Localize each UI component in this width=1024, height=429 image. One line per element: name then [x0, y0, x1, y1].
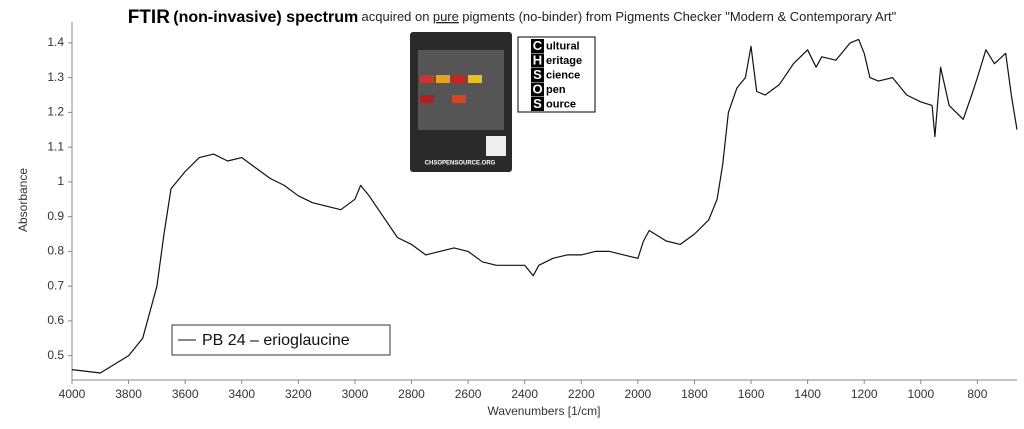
x-tick-label: 4000: [59, 387, 86, 401]
logo-letter-box: [531, 53, 544, 68]
legend: PB 24 – erioglaucine: [171, 324, 391, 356]
card-image: CHSOPENSOURCE.ORG: [410, 32, 512, 172]
title-part: acquired on: [362, 9, 430, 24]
logo-word: eritage: [546, 55, 582, 67]
y-tick-label: 0.7: [47, 278, 64, 292]
logo-word: ultural: [546, 40, 580, 52]
x-tick-label: 3800: [115, 387, 142, 401]
x-tick-label: 3400: [228, 387, 255, 401]
x-tick-label: 1400: [794, 387, 821, 401]
title-part: (non-invasive) spectrum: [173, 9, 358, 26]
y-tick-label: 1.4: [47, 35, 64, 49]
y-tick-label: 1.3: [47, 70, 64, 84]
y-tick-label: 1: [57, 174, 64, 188]
x-tick-label: 800: [967, 387, 987, 401]
chart-title: FTIR (non-invasive) spectrum acquired on…: [128, 7, 897, 28]
legend-label: PB 24 – erioglaucine: [202, 332, 350, 349]
x-tick-label: 2800: [398, 387, 425, 401]
x-tick-label: 1600: [738, 387, 765, 401]
x-tick-label: 3600: [172, 387, 199, 401]
x-tick-label: 1200: [851, 387, 878, 401]
y-tick-label: 0.8: [47, 244, 64, 258]
title-part: pure: [433, 9, 459, 24]
y-tick-label: 0.6: [47, 313, 64, 327]
logo-letter: H: [533, 52, 542, 67]
logo-letter: S: [533, 96, 542, 111]
y-tick-label: 0.9: [47, 209, 64, 223]
spectrum-line: [71, 38, 1018, 374]
logo-letter-box: [531, 97, 544, 111]
x-tick-label: 2400: [511, 387, 538, 401]
y-tick-label: 0.5: [47, 348, 64, 362]
logo-letter: S: [533, 67, 542, 82]
x-tick-label: 1800: [681, 387, 708, 401]
y-axis-label: Absorbance: [16, 168, 30, 232]
y-tick-label: 1.1: [47, 139, 64, 153]
logo-letter: O: [532, 81, 542, 96]
logo-letter-box: [531, 68, 544, 82]
x-tick-label: 2000: [625, 387, 652, 401]
logo-word: cience: [546, 69, 580, 81]
logo-letter-box: [531, 82, 544, 97]
logo-word: ource: [546, 98, 576, 110]
x-axis-label: Wavenumbers [1/cm]: [488, 404, 601, 418]
title-part: FTIR: [128, 7, 170, 28]
x-tick-label: 2200: [568, 387, 595, 401]
card-caption: CHSOPENSOURCE.ORG: [425, 161, 496, 167]
x-tick-label: 2600: [455, 387, 482, 401]
logo-letter: C: [533, 38, 543, 53]
x-tick-label: 3200: [285, 387, 312, 401]
logo-letter-box: [531, 39, 544, 53]
x-tick-label: 3000: [342, 387, 369, 401]
y-tick-label: 1.2: [47, 105, 64, 119]
logo-word: pen: [546, 84, 566, 96]
title-part: pigments (no-binder) from Pigments Check…: [462, 9, 896, 24]
x-tick-label: 1000: [907, 387, 934, 401]
